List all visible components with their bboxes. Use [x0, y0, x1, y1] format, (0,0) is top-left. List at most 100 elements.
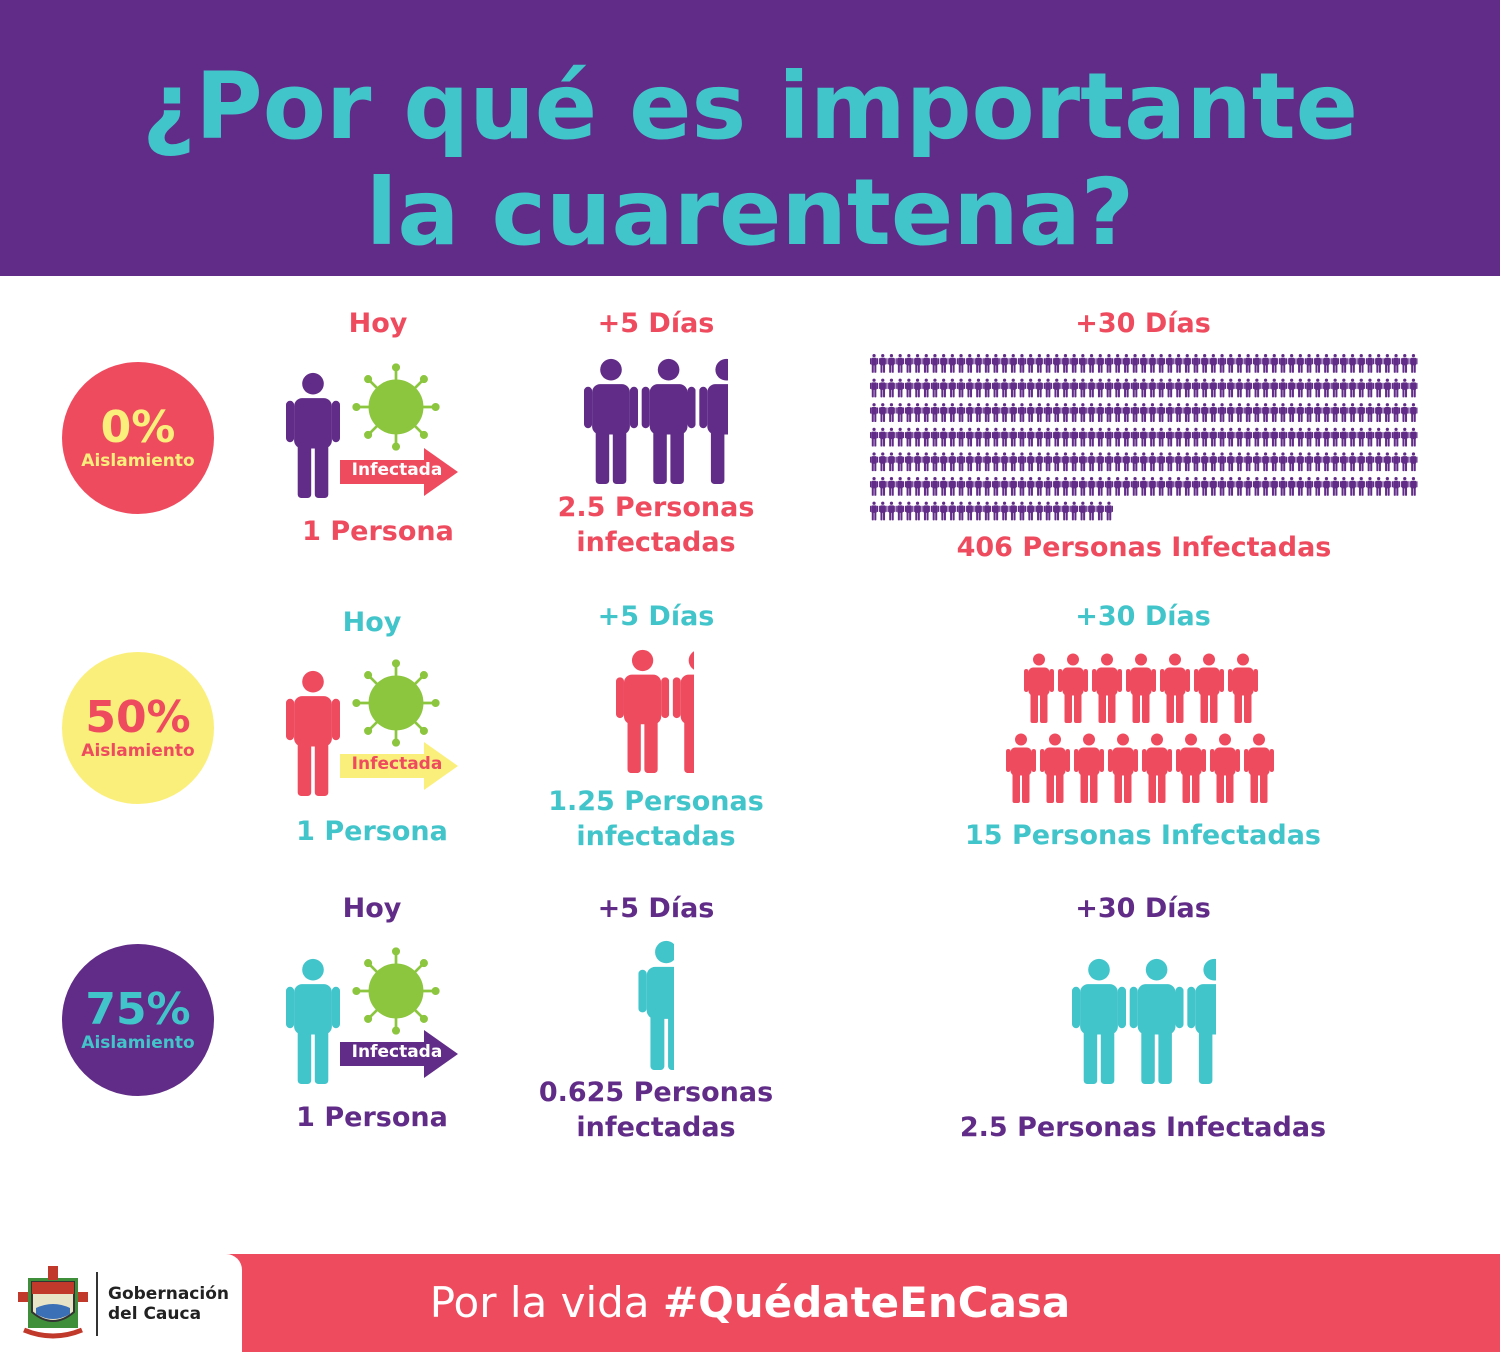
- crowd-person-icon: [965, 427, 974, 447]
- crowd-person-icon: [1113, 378, 1122, 398]
- day30-count: 2.5 Personas Infectadas: [959, 1112, 1327, 1143]
- today-label: Hoy: [342, 607, 402, 638]
- crowd-person-icon: [965, 452, 974, 472]
- day30-label: +30 Días: [1075, 601, 1211, 632]
- crowd-person-icon: [1218, 378, 1227, 398]
- crowd-person-icon: [1157, 452, 1166, 472]
- crowd-person-icon: [1278, 378, 1287, 398]
- group-person-icon: [1142, 733, 1172, 803]
- crowd-person-icon: [1365, 353, 1374, 373]
- crowd-person-icon: [1191, 427, 1200, 447]
- crowd-person-icon: [896, 353, 905, 373]
- crowd-person-icon: [1009, 403, 1018, 422]
- crowd-person-icon: [974, 403, 983, 422]
- isolation-percent: 0%: [100, 402, 176, 453]
- crowd-person-icon: [939, 501, 948, 521]
- crowd-person-icon: [1252, 378, 1261, 398]
- crowd-person-icon: [904, 476, 913, 496]
- crowd-person-icon: [904, 378, 913, 398]
- crowd-person-icon: [1183, 378, 1192, 398]
- crowd-person-icon: [1357, 403, 1366, 422]
- header-banner: [0, 0, 1500, 276]
- day5-count-line2: infectadas: [576, 527, 736, 558]
- crowd-person-icon: [878, 403, 887, 422]
- crowd-person-icon: [1339, 403, 1348, 422]
- isolation-circle-0: 0% Aislamiento: [62, 362, 214, 514]
- crowd-person-icon: [1331, 476, 1340, 496]
- crowd-person-icon: [1209, 427, 1218, 447]
- crowd-person-icon: [1270, 353, 1279, 373]
- crowd-person-icon: [904, 501, 913, 521]
- crowd-person-icon: [904, 403, 913, 422]
- group-person-icon: [1160, 653, 1190, 723]
- crowd-person-icon: [1131, 403, 1140, 422]
- crowd-person-icon: [974, 427, 983, 447]
- crowd-person-icon: [1148, 403, 1157, 422]
- crowd-person-icon: [1157, 403, 1166, 422]
- crowd-person-icon: [991, 353, 1000, 373]
- crowd-person-icon: [1313, 452, 1322, 472]
- crowd-person-icon: [1026, 476, 1035, 496]
- org-name-line1: Gobernación: [108, 1284, 229, 1304]
- crowd-person-icon: [1035, 476, 1044, 496]
- crowd-person-icon: [1044, 501, 1053, 521]
- crowd-person-icon: [1148, 476, 1157, 496]
- day5-count-line2: infectadas: [576, 1112, 736, 1143]
- crowd-person-icon: [1409, 427, 1418, 447]
- crowd-person-icon: [1026, 427, 1035, 447]
- crowd-person-icon: [1148, 353, 1157, 373]
- crowd-person-icon: [1017, 476, 1026, 496]
- crowd-person-icon: [1392, 452, 1401, 472]
- crowd-person-icon: [1000, 378, 1009, 398]
- crowd-person-icon: [913, 427, 922, 447]
- crowd-person-icon: [948, 476, 957, 496]
- crowd-person-icon: [1026, 353, 1035, 373]
- arrow-label: Infectada: [351, 754, 443, 774]
- crowd-person-icon: [1183, 353, 1192, 373]
- crowd-person-icon: [1174, 353, 1183, 373]
- crowd-person-icon: [974, 452, 983, 472]
- isolation-percent: 75%: [85, 984, 191, 1035]
- crowd-person-icon: [957, 501, 966, 521]
- crowd-person-icon: [870, 427, 879, 447]
- crowd-person-icon: [1122, 378, 1131, 398]
- group-person-icon: [1126, 653, 1156, 723]
- crowd-person-icon: [1252, 353, 1261, 373]
- crowd-person-icon: [1296, 452, 1305, 472]
- crowd-person-icon: [1200, 427, 1209, 447]
- crowd-person-icon: [1165, 353, 1174, 373]
- crowd-person-icon: [878, 452, 887, 472]
- crowd-person-icon: [957, 403, 966, 422]
- crowd-person-icon: [1096, 501, 1105, 521]
- crowd-person-icon: [1383, 403, 1392, 422]
- crowd-person-icon: [1392, 353, 1401, 373]
- crowd-person-icon: [887, 403, 896, 422]
- crowd-person-icon: [1226, 452, 1235, 472]
- crowd-person-icon: [930, 353, 939, 373]
- crowd-person-icon: [930, 501, 939, 521]
- crowd-person-icon: [922, 427, 931, 447]
- crowd-person-icon: [1017, 501, 1026, 521]
- crowd-person-icon: [1122, 452, 1131, 472]
- group-person-icon: [1244, 733, 1274, 803]
- crowd-person-icon: [1244, 403, 1253, 422]
- crowd-person-icon: [939, 353, 948, 373]
- crowd-person-icon: [887, 452, 896, 472]
- crowd-person-icon: [1191, 476, 1200, 496]
- crowd-person-icon: [1235, 378, 1244, 398]
- crowd-person-icon: [1070, 452, 1079, 472]
- crowd-person-icon: [1226, 353, 1235, 373]
- crowd-person-icon: [1139, 452, 1148, 472]
- crowd-person-icon: [1305, 403, 1314, 422]
- logo-separator: [96, 1272, 98, 1336]
- crowd-person-icon: [1322, 476, 1331, 496]
- crowd-person-icon: [1322, 353, 1331, 373]
- crowd-person-icon: [974, 378, 983, 398]
- crowd-person-icon: [991, 378, 1000, 398]
- crowd-person-icon: [1104, 353, 1113, 373]
- crowd-person-icon: [1165, 403, 1174, 422]
- isolation-circle-50: 50% Aislamiento: [62, 652, 214, 804]
- crowd-person-icon: [1061, 501, 1070, 521]
- crowd-person-icon: [1104, 452, 1113, 472]
- day5-label: +5 Días: [597, 893, 715, 924]
